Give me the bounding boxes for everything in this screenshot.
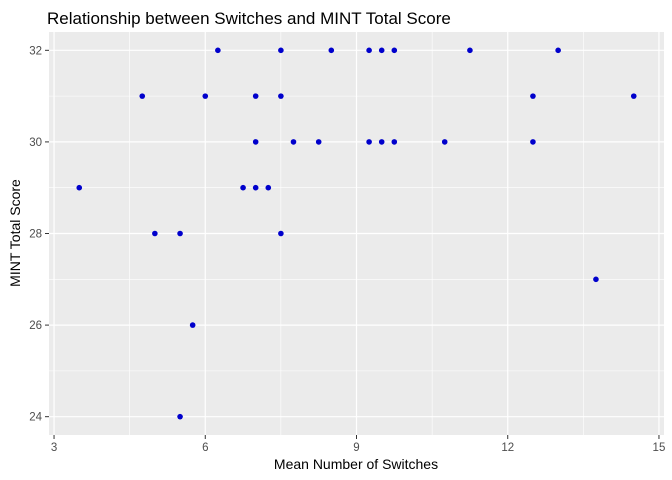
data-point bbox=[378, 139, 385, 145]
data-point bbox=[315, 139, 322, 145]
data-point bbox=[366, 139, 372, 145]
data-point bbox=[278, 47, 284, 54]
data-point bbox=[252, 93, 259, 99]
x-tick-label: 15 bbox=[653, 442, 666, 454]
y-tick-label: 28 bbox=[29, 229, 42, 241]
data-point bbox=[391, 139, 398, 145]
data-point bbox=[240, 184, 246, 191]
y-tick-label: 24 bbox=[29, 412, 42, 424]
data-point bbox=[177, 230, 183, 237]
data-point bbox=[202, 93, 209, 99]
data-point bbox=[76, 184, 83, 191]
data-point bbox=[530, 139, 536, 145]
data-point bbox=[467, 47, 473, 54]
data-point bbox=[215, 47, 221, 54]
y-tick-label: 30 bbox=[29, 137, 42, 149]
data-point bbox=[630, 93, 637, 99]
major-gridlines bbox=[49, 32, 664, 435]
data-point bbox=[139, 93, 146, 99]
data-point bbox=[252, 139, 259, 145]
data-points bbox=[76, 47, 637, 420]
data-point bbox=[366, 47, 372, 54]
data-point bbox=[278, 230, 284, 237]
chart-title: Relationship between Switches and MINT T… bbox=[47, 9, 451, 28]
data-point bbox=[152, 230, 158, 237]
data-point bbox=[189, 322, 196, 328]
data-point bbox=[265, 184, 272, 191]
x-tick-label: 9 bbox=[353, 442, 359, 454]
data-point bbox=[278, 93, 284, 99]
data-point bbox=[328, 47, 335, 54]
x-tick-label: 12 bbox=[501, 442, 514, 454]
data-point bbox=[391, 47, 398, 54]
y-axis-title: MINT Total Score bbox=[7, 179, 23, 287]
y-axis-ticks: 24 26 28 30 32 bbox=[29, 45, 49, 424]
data-point bbox=[290, 139, 297, 145]
data-point bbox=[177, 413, 183, 420]
y-tick-label: 32 bbox=[29, 45, 42, 57]
data-point bbox=[555, 47, 561, 54]
x-axis-ticks: 3 6 9 12 15 bbox=[51, 435, 666, 454]
y-tick-label: 26 bbox=[29, 320, 42, 332]
x-axis-title: Mean Number of Switches bbox=[274, 456, 438, 472]
data-point bbox=[378, 47, 385, 54]
data-point bbox=[530, 93, 536, 99]
data-point bbox=[252, 184, 259, 191]
data-point bbox=[593, 276, 599, 283]
x-tick-label: 3 bbox=[51, 442, 57, 454]
data-point bbox=[441, 139, 448, 145]
x-tick-label: 6 bbox=[202, 442, 208, 454]
